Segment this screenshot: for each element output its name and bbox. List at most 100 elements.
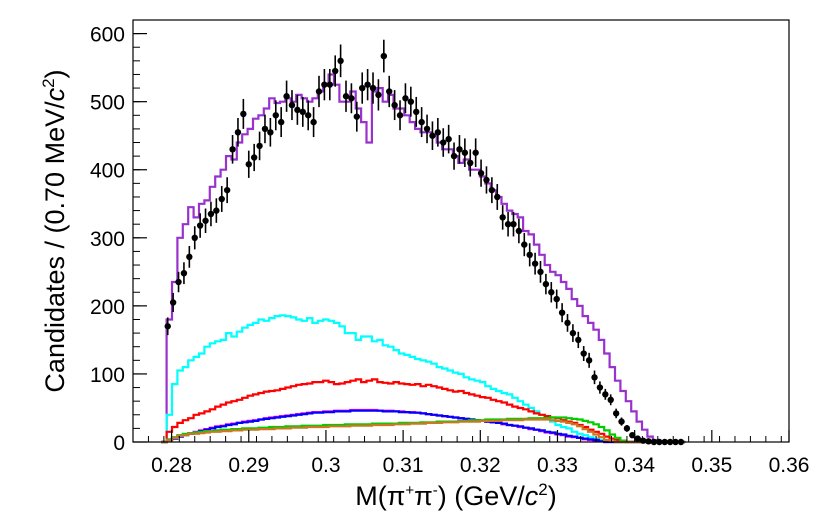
data-marker bbox=[250, 154, 258, 161]
data-marker bbox=[623, 425, 631, 432]
data-point bbox=[164, 317, 171, 336]
data-marker bbox=[315, 88, 323, 95]
data-marker bbox=[164, 323, 171, 330]
data-marker bbox=[612, 410, 620, 417]
data-point bbox=[353, 101, 361, 132]
data-point bbox=[645, 438, 652, 445]
data-point bbox=[569, 324, 577, 342]
data-marker bbox=[375, 91, 382, 99]
data-marker bbox=[288, 101, 296, 109]
y-tick-label: 500 bbox=[90, 92, 125, 115]
data-point bbox=[402, 83, 409, 114]
data-marker bbox=[391, 101, 398, 109]
data-marker bbox=[558, 309, 566, 316]
data-point bbox=[499, 205, 506, 230]
data-marker bbox=[440, 139, 447, 146]
data-marker bbox=[477, 169, 485, 177]
data-point bbox=[542, 273, 550, 295]
data-marker bbox=[353, 113, 361, 120]
data-marker bbox=[564, 319, 571, 327]
data-point bbox=[434, 118, 442, 147]
y-tick-label: 300 bbox=[90, 228, 125, 251]
data-marker bbox=[369, 84, 377, 92]
data-marker bbox=[596, 384, 604, 391]
data-point bbox=[623, 424, 631, 432]
x-tick-label: 0.31 bbox=[383, 454, 424, 477]
data-point bbox=[558, 303, 566, 323]
data-marker bbox=[207, 210, 215, 218]
data-point bbox=[175, 271, 182, 293]
data-marker bbox=[261, 125, 269, 133]
data-marker bbox=[467, 159, 474, 167]
data-point bbox=[440, 128, 447, 157]
y-tick-label: 600 bbox=[90, 24, 125, 47]
x-tick-label: 0.34 bbox=[614, 454, 655, 477]
data-point bbox=[450, 142, 458, 170]
data-point bbox=[634, 435, 641, 442]
data-point bbox=[510, 211, 517, 237]
data-marker bbox=[472, 149, 479, 156]
data-marker bbox=[494, 193, 501, 201]
data-marker bbox=[639, 437, 647, 444]
data-point bbox=[591, 370, 598, 385]
data-point bbox=[407, 86, 415, 117]
y-tick-label: 400 bbox=[90, 160, 125, 183]
data-marker bbox=[310, 118, 317, 126]
data-point bbox=[375, 79, 382, 111]
data-marker bbox=[537, 268, 544, 276]
data-marker bbox=[277, 118, 285, 126]
data-marker bbox=[569, 329, 577, 337]
data-marker bbox=[348, 95, 355, 102]
data-marker bbox=[359, 84, 366, 92]
data-point bbox=[515, 218, 523, 244]
data-point bbox=[191, 226, 198, 250]
data-point bbox=[272, 100, 279, 131]
data-marker bbox=[321, 81, 328, 88]
data-point bbox=[256, 131, 263, 161]
data-point bbox=[369, 72, 377, 104]
data-point bbox=[537, 260, 544, 283]
data-marker bbox=[645, 438, 652, 445]
ticks-layer: 0.28 0.29 0.3 0.31 0.32 0.33 0.34 0.35 0.36 0 100 2… bbox=[90, 19, 809, 477]
data-point bbox=[494, 184, 501, 210]
data-point bbox=[250, 143, 258, 172]
y-axis-title: Candidates / (0.70 MeV/c2) bbox=[39, 69, 70, 392]
data-point bbox=[553, 289, 560, 309]
data-marker bbox=[548, 289, 555, 296]
data-marker bbox=[429, 132, 436, 139]
data-marker bbox=[542, 280, 550, 288]
data-point bbox=[359, 72, 366, 104]
data-marker bbox=[602, 391, 609, 398]
data-marker bbox=[629, 431, 636, 439]
y-tick-label: 0 bbox=[113, 432, 125, 455]
data-marker bbox=[488, 186, 496, 194]
data-point bbox=[531, 252, 539, 275]
data-point bbox=[386, 75, 393, 108]
data-point bbox=[332, 55, 339, 87]
data-marker bbox=[553, 295, 560, 303]
data-marker bbox=[461, 149, 469, 156]
x-tick-label: 0.29 bbox=[228, 454, 269, 477]
data-point bbox=[521, 233, 528, 257]
data-point bbox=[618, 417, 625, 426]
data-marker bbox=[218, 195, 225, 203]
data-point bbox=[467, 149, 474, 177]
data-marker bbox=[337, 57, 344, 65]
data-point bbox=[472, 138, 479, 168]
data-point bbox=[396, 100, 404, 131]
data-marker bbox=[196, 222, 204, 229]
data-marker bbox=[326, 81, 333, 88]
data-point bbox=[229, 135, 236, 164]
data-marker bbox=[342, 93, 350, 100]
data-point bbox=[299, 96, 306, 127]
data-point bbox=[207, 201, 215, 227]
data-marker bbox=[483, 176, 490, 184]
data-point bbox=[429, 121, 436, 151]
data-point bbox=[283, 80, 290, 112]
data-marker bbox=[407, 98, 415, 105]
data-point bbox=[413, 96, 420, 127]
data-point bbox=[261, 114, 269, 144]
data-point bbox=[548, 282, 555, 303]
data-point bbox=[564, 314, 571, 332]
data-marker bbox=[434, 129, 442, 136]
